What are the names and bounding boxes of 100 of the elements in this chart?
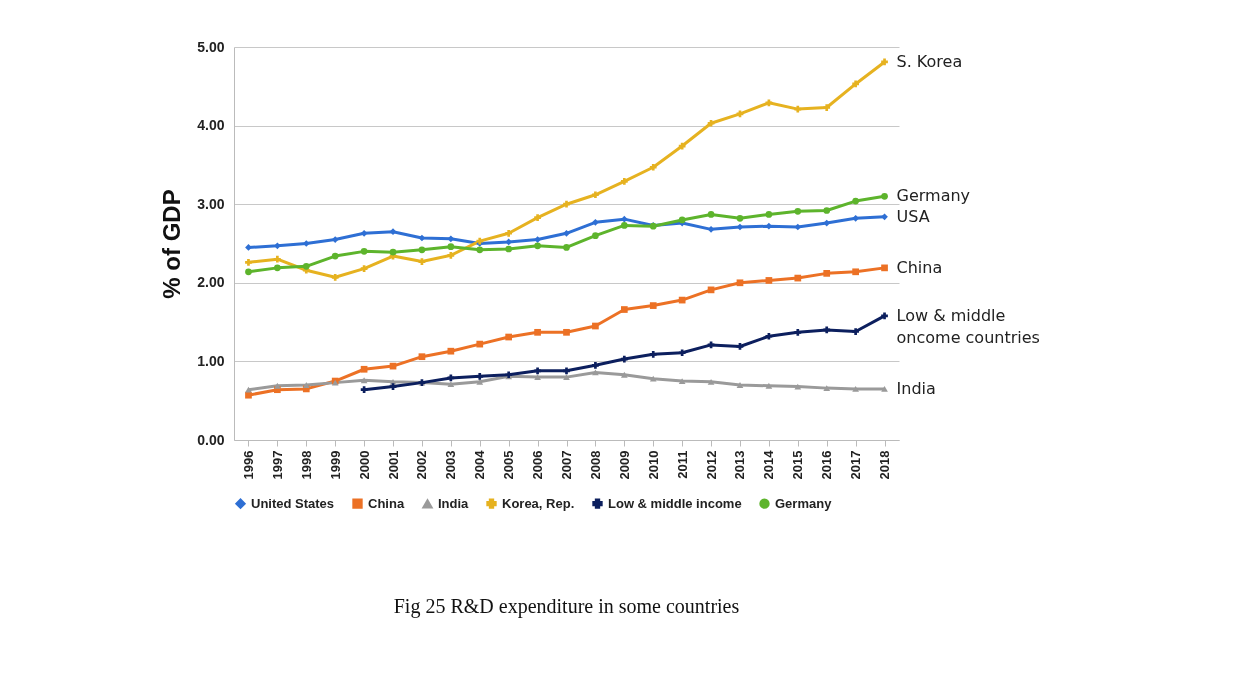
x-tick-label: 2018 [877,450,893,480]
x-tick-label: 1998 [298,450,314,480]
point [418,246,426,254]
point [592,232,599,239]
point [245,259,252,266]
annotation: Germany [896,186,971,206]
legend-label: India [438,495,470,511]
point [505,229,513,237]
x-tick-label: 2000 [356,450,372,480]
point [534,367,541,375]
point [678,349,686,357]
point [274,382,281,389]
point [245,391,252,399]
point [302,382,310,388]
x-tick-label: 2012 [703,450,719,480]
point [765,382,773,389]
y-tick-label: 2.00 [197,274,225,291]
point [563,200,570,208]
point [823,207,831,214]
x-tick-label: 2015 [790,450,806,480]
point [823,326,831,334]
point [505,245,513,253]
point [360,386,368,394]
point [881,213,888,221]
point [620,178,628,185]
point [707,226,715,233]
y-tick-label: 3.00 [197,195,225,212]
point [852,268,859,276]
annotation: Low & middle oncome countries [896,305,1040,347]
point [852,80,859,88]
point [360,265,368,273]
point [534,328,541,336]
point [736,110,744,118]
point [736,215,744,222]
point [881,58,888,66]
point [447,243,455,250]
point [302,240,310,247]
point [245,268,252,276]
point [823,104,831,111]
point [563,367,570,375]
point [649,375,657,382]
x-tick-label: 2008 [587,450,603,480]
point [649,302,657,309]
point [274,264,281,272]
legend-label: United States [251,495,335,511]
x-tick-label: 2005 [501,450,517,480]
point [563,374,570,381]
point [794,274,802,282]
point [389,248,397,256]
y-tick-label: 1.00 [197,352,225,369]
point [765,332,773,340]
point [736,382,744,388]
point [765,211,773,218]
point [534,242,541,250]
legend-label: Low & middle income [608,495,742,511]
point [331,273,339,281]
point [881,264,888,272]
point [245,386,252,393]
point [418,353,426,361]
point [678,378,686,384]
point [245,244,252,251]
y-tick-label: 0.00 [197,431,225,448]
point [881,386,888,392]
point [360,365,368,373]
x-tick-label: 2014 [761,449,777,480]
point [418,258,426,265]
y-tick-label: 4.00 [197,117,225,134]
legend-label: China [368,495,405,511]
point [389,383,397,390]
x-tick-label: 2006 [530,450,546,480]
annotation: China [896,257,943,277]
point [534,214,541,221]
point [620,371,628,378]
x-tick-label: 2013 [732,450,748,480]
point [274,242,281,250]
x-tick-label: 1996 [240,450,256,480]
x-tick-label: 2004 [472,449,488,480]
x-tick-label: 2003 [443,450,459,480]
point [620,222,628,229]
point [360,377,368,384]
point [881,312,888,320]
point [823,270,831,277]
text: Fig 25 R&D expenditure in some countries [393,595,740,618]
point [736,223,744,231]
point [447,381,455,388]
point [765,277,773,284]
x-tick-label: 2002 [414,450,430,480]
y-tick-label: 5.00 [197,38,225,55]
point [360,248,368,255]
legend-label: Korea, Rep. [502,495,575,511]
point [765,99,773,107]
x-tick-label: 2009 [616,450,632,480]
point [852,197,859,205]
point [794,328,802,336]
point [707,211,715,218]
point [881,192,888,200]
point [794,207,802,215]
point [852,214,859,222]
point [302,262,310,270]
point [620,306,628,313]
